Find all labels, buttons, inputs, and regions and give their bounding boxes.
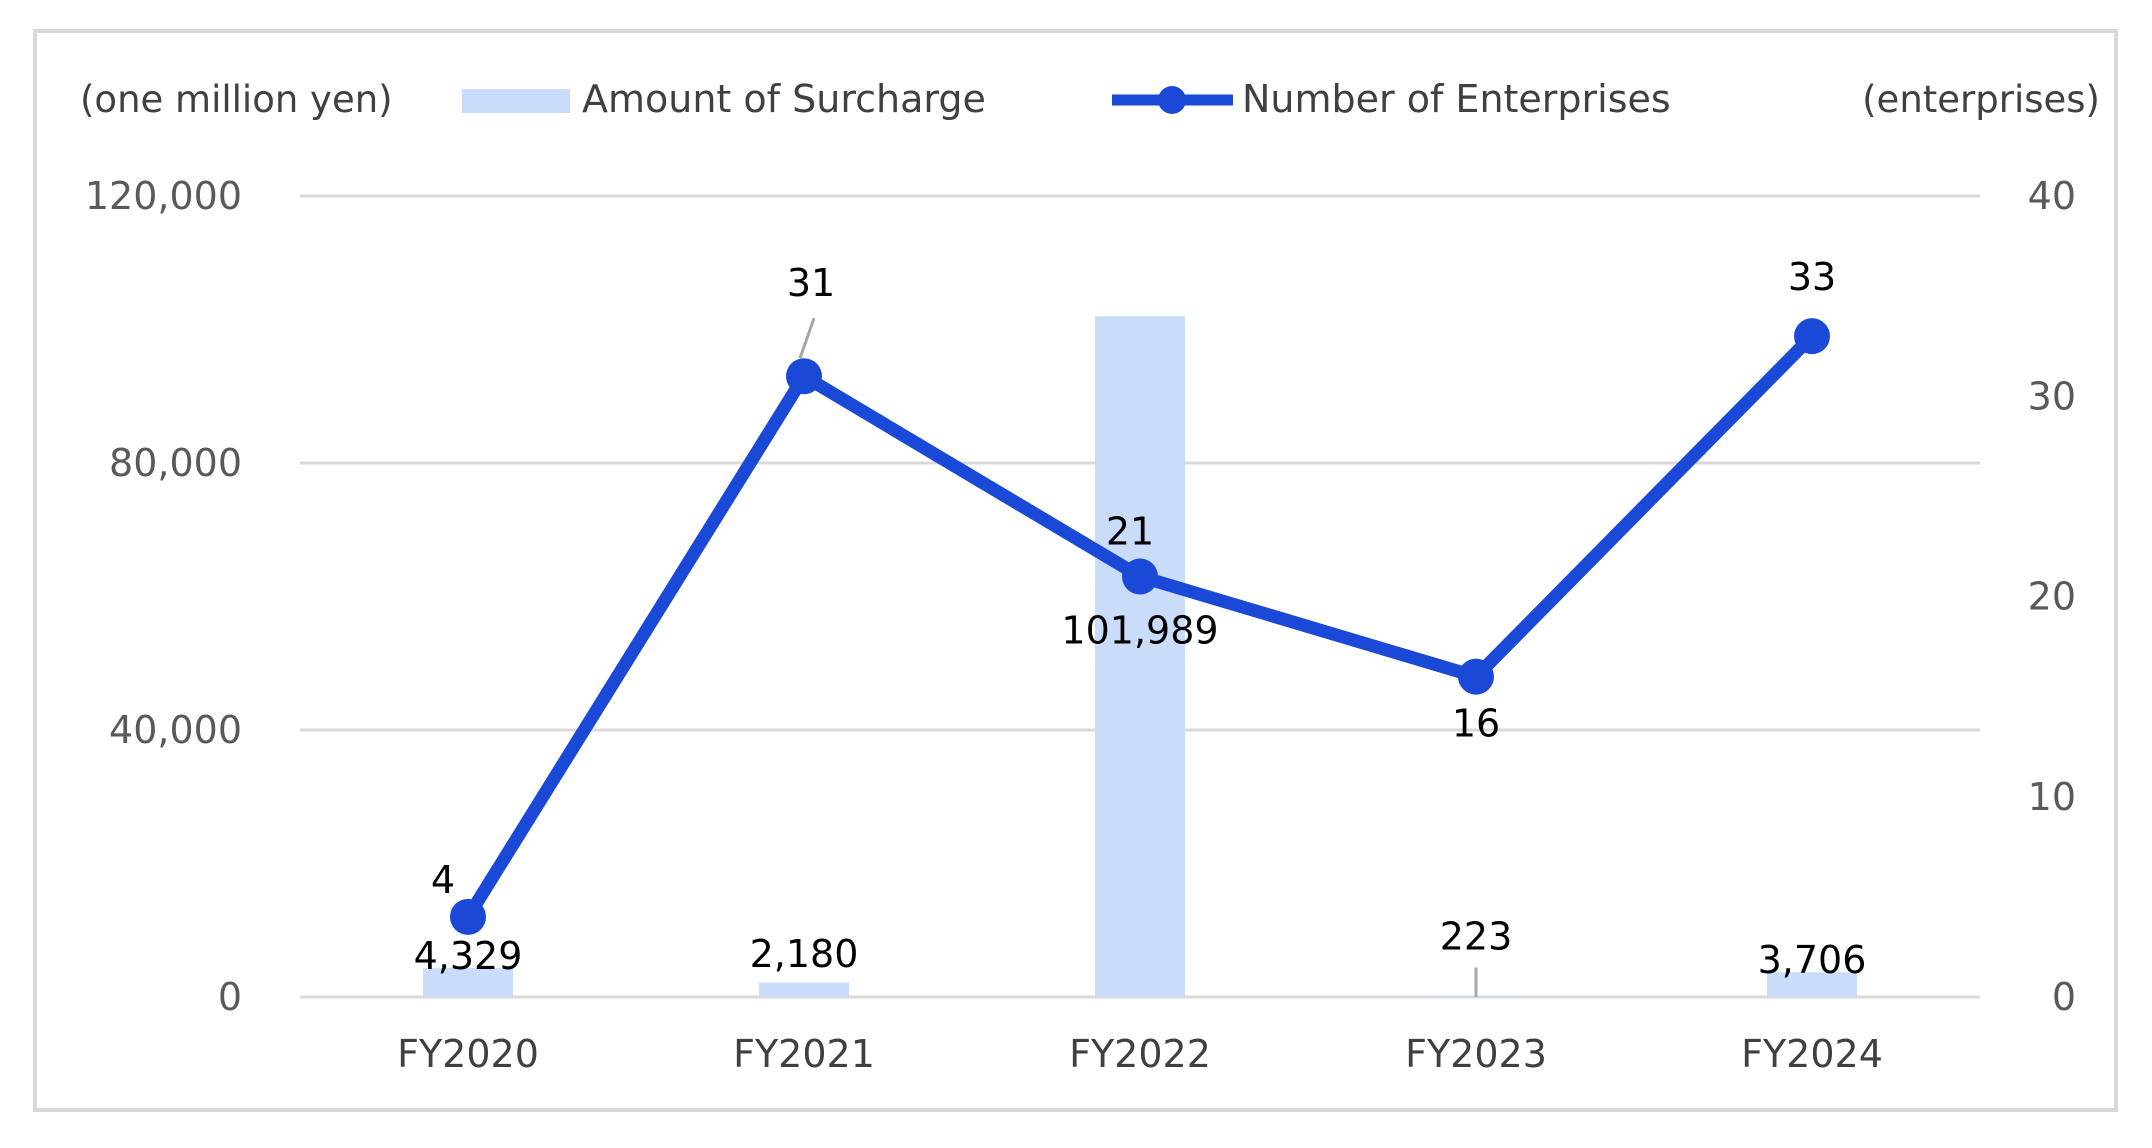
surcharge-bars — [423, 316, 1857, 998]
surcharge-bar — [1095, 316, 1185, 998]
right-axis-unit: (enterprises) — [1862, 78, 2100, 121]
enterprises-marker — [1794, 318, 1830, 355]
legend-bar-swatch — [462, 89, 570, 113]
surcharge-bar — [1767, 972, 1857, 997]
surcharge-bar — [759, 982, 849, 997]
enterprises-marker — [1458, 658, 1494, 695]
left-axis-unit: (one million yen) — [80, 78, 393, 121]
left-tick-label: 120,000 — [85, 174, 242, 218]
x-tick-label: FY2020 — [397, 1032, 539, 1076]
surcharge-value-label: 2,180 — [750, 932, 859, 976]
enterprises-marker — [786, 358, 822, 395]
enterprises-label-leader — [798, 317, 816, 359]
right-axis-ticks: 0 10 20 30 40 — [2028, 174, 2076, 1019]
legend-line-marker — [1158, 86, 1186, 114]
right-tick-label: 10 — [2028, 775, 2076, 819]
enterprises-value-label: 16 — [1452, 702, 1500, 746]
left-tick-label: 80,000 — [109, 441, 242, 485]
right-tick-label: 40 — [2028, 174, 2076, 218]
right-tick-label: 0 — [2052, 975, 2076, 1019]
left-axis-ticks: 0 40,000 80,000 120,000 — [85, 174, 242, 1019]
x-tick-label: FY2023 — [1405, 1032, 1547, 1076]
x-axis-ticks: FY2020 FY2021 FY2022 FY2023 FY2024 — [397, 1032, 1883, 1076]
enterprises-value-label: 33 — [1788, 255, 1836, 299]
surcharge-value-label: 101,989 — [1061, 608, 1218, 652]
surcharge-value-label: 4,329 — [414, 934, 523, 978]
surcharge-bar — [423, 968, 513, 997]
x-tick-label: FY2022 — [1069, 1032, 1211, 1076]
enterprises-value-label: 31 — [787, 261, 835, 305]
x-tick-label: FY2024 — [1741, 1032, 1883, 1076]
left-tick-label: 0 — [218, 975, 242, 1019]
chart-frame — [33, 29, 2118, 1112]
left-tick-label: 40,000 — [109, 708, 242, 752]
enterprises-line — [450, 318, 1830, 935]
enterprises-marker — [450, 898, 486, 935]
data-labels: 4,329 2,180 101,989 223 3,706 4 31 21 16 33 — [414, 255, 1867, 997]
enterprises-marker — [1122, 558, 1158, 595]
surcharge-value-label: 223 — [1440, 915, 1513, 959]
enterprises-value-label: 4 — [431, 858, 455, 902]
right-tick-label: 30 — [2028, 374, 2076, 418]
right-tick-label: 20 — [2028, 575, 2076, 619]
x-tick-label: FY2021 — [733, 1032, 875, 1076]
surcharge-value-label: 3,706 — [1758, 938, 1867, 982]
chart-header: (one million yen) Amount of Surcharge Nu… — [80, 77, 2100, 121]
legend-surcharge-label: Amount of Surcharge — [582, 77, 986, 121]
legend-enterprises-label: Number of Enterprises — [1242, 77, 1671, 121]
enterprises-value-label: 21 — [1106, 509, 1154, 553]
